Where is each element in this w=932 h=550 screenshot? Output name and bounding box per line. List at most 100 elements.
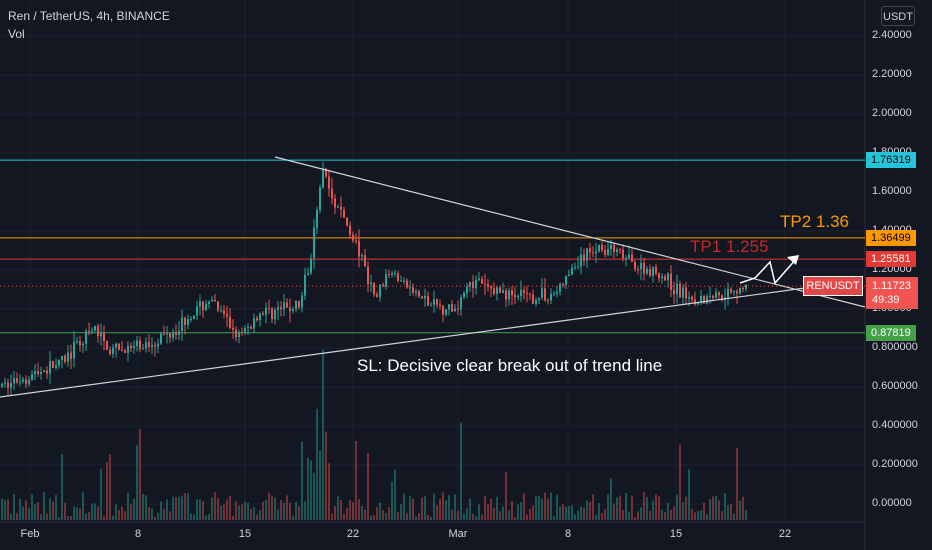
candle-body [295,301,297,310]
volume-bar [520,502,522,520]
volume-bar [31,494,33,520]
candle-body [730,288,732,293]
volume-bar [304,501,306,520]
candle-body [160,333,162,344]
candle-body [526,292,528,294]
volume-bar [418,513,420,520]
candle-body [616,249,618,253]
candle-body [589,248,591,253]
volume-bar [493,507,495,520]
candle-body [400,280,402,282]
candle-body [544,288,546,301]
volume-bar [4,499,6,520]
candle-body [94,325,96,331]
candle-body [340,206,342,210]
volume-bar [112,515,114,520]
volume-bar [361,505,363,520]
volume-bar [37,502,39,520]
candle-body [586,248,588,261]
volume-bar [460,422,462,520]
volume-bar [742,496,744,520]
volume-bar [334,506,336,520]
volume-bar [631,495,633,520]
candle-body [535,299,537,304]
candle-body [271,308,273,320]
tp2-annotation[interactable]: TP2 1.36 [780,212,849,231]
volume-bar [703,502,705,520]
volume-bar [736,447,738,520]
candle-body [640,262,642,270]
candle-body [322,168,324,188]
candle-body [226,314,228,317]
candle-body [235,329,237,337]
volume-bar [451,509,453,520]
candle-body [58,359,60,366]
volume-bar [394,469,396,520]
candle-body [229,316,231,328]
candle-body [73,341,75,359]
candle-body [334,198,336,208]
volume-bar [28,507,30,520]
volume-bar [127,492,129,520]
volume-bar [676,494,678,520]
candle-body [121,349,123,351]
candle-body [415,291,417,293]
candle-body [346,217,348,226]
volume-bar [502,506,504,520]
volume-bar [220,505,222,520]
price-line-label: 1.76319 [866,152,916,169]
volume-bar [295,501,297,520]
volume-bar [253,507,255,520]
volume-bar [712,496,714,520]
currency-button[interactable]: USDT [881,6,915,26]
candle-body [562,283,564,285]
volume-bar [271,495,273,520]
volume-bar [325,431,327,520]
candle-body [88,330,90,332]
candle-body [298,301,300,308]
candle-body [418,291,420,297]
candle-body [103,333,105,342]
volume-bar [433,493,435,520]
symbol-title[interactable]: Ren / TetherUS, 4h, BINANCE [8,9,170,23]
candle-body [646,268,648,274]
candle-body [358,240,360,257]
volume-bar [625,493,627,520]
candle-body [76,341,78,343]
candle-body [727,288,729,298]
candle-body [349,225,351,235]
volume-bar [688,469,690,520]
volume-bar [70,516,72,520]
candle-body [601,244,603,251]
symbol-price-label: RENUSDT [803,276,863,296]
candle-body [679,283,681,298]
volume-indicator-label[interactable]: Vol [8,27,25,41]
candle-body [706,296,708,304]
candle-body [517,295,519,298]
volume-bar [286,495,288,520]
candle-body [247,326,249,329]
volume-bar [478,504,480,520]
candle-body [82,343,84,346]
volume-bar [589,501,591,520]
volume-bar [346,507,348,520]
volume-bar [46,513,48,520]
candle-body [514,295,516,298]
volume-bar [592,494,594,520]
volume-bar [229,495,231,520]
tp1-annotation[interactable]: TP1 1.255 [690,237,769,256]
volume-bar [319,450,321,520]
time-tick: Feb [20,528,40,540]
volume-bar [415,516,417,520]
candle-body [667,273,669,281]
volume-bar [211,497,213,520]
volume-bar [412,498,414,520]
candle-body [7,382,9,388]
volume-bar [91,504,93,520]
sl-annotation[interactable]: SL: Decisive clear break out of trend li… [357,356,663,375]
candle-body [451,304,453,312]
candle-body [670,273,672,291]
candle-body [190,318,192,320]
volume-bar [685,496,687,520]
